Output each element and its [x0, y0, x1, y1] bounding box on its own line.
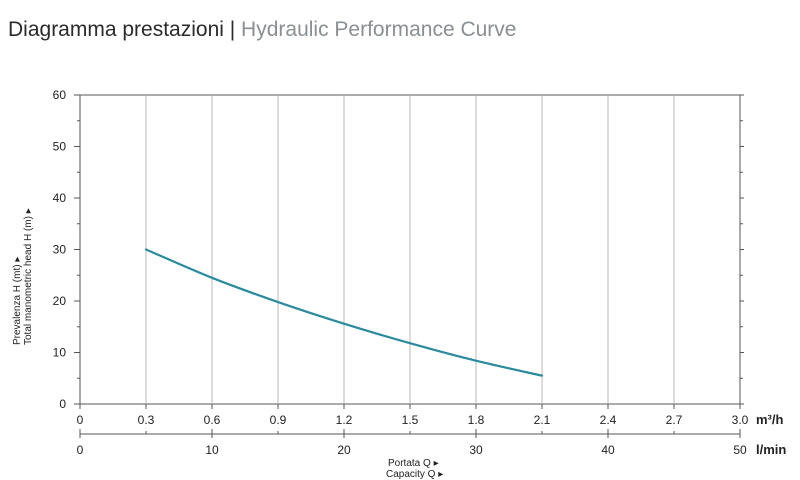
x-tick-label-m3h: 0.6: [204, 413, 221, 427]
x-unit-m3h: m³/h: [756, 412, 784, 427]
y-tick-label: 60: [53, 88, 67, 102]
x-tick-label-lmin: 40: [601, 443, 615, 457]
x-tick-label-m3h: 2.7: [666, 413, 683, 427]
x-axis-title-en: Capacity Q ▸: [386, 469, 443, 480]
x-unit-lmin: l/min: [756, 442, 786, 457]
x-axis-title-it: Portata Q ▸: [388, 458, 439, 469]
title-english: Hydraulic Performance Curve: [241, 18, 517, 41]
x-tick-label-lmin: 50: [733, 443, 747, 457]
page-title: Diagramma prestazioni | Hydraulic Perfor…: [8, 18, 516, 42]
x-tick-label-m3h: 0.9: [270, 413, 287, 427]
x-tick-label-m3h: 0.3: [138, 413, 155, 427]
y-tick-label: 40: [53, 191, 67, 205]
x-tick-label-lmin: 20: [337, 443, 351, 457]
performance-curve-line: [144, 248, 544, 377]
y-tick-label: 10: [53, 346, 67, 360]
y-tick-label: 0: [59, 397, 66, 411]
title-separator: |: [223, 18, 242, 41]
y-axis-title-en: Total manometric head H (m) ▸: [23, 208, 34, 345]
y-axis-title-it: Prevalenza H (mt) ▸: [12, 257, 23, 345]
x-tick-label-m3h: 1.5: [402, 413, 419, 427]
y-tick-label: 50: [53, 140, 67, 154]
x-tick-label-m3h: 1.2: [336, 413, 353, 427]
x-tick-label-lmin: 30: [469, 443, 483, 457]
x-tick-label-m3h: 2.4: [600, 413, 617, 427]
y-tick-label: 20: [53, 294, 67, 308]
x-tick-label-lmin: 10: [205, 443, 219, 457]
y-tick-label: 30: [53, 243, 67, 257]
x-tick-label-lmin: 0: [77, 443, 84, 457]
x-tick-label-m3h: 3.0: [732, 413, 749, 427]
x-tick-label-m3h: 0: [77, 413, 84, 427]
x-tick-label-m3h: 2.1: [534, 413, 551, 427]
x-tick-label-m3h: 1.8: [468, 413, 485, 427]
title-italian: Diagramma prestazioni: [8, 18, 224, 41]
